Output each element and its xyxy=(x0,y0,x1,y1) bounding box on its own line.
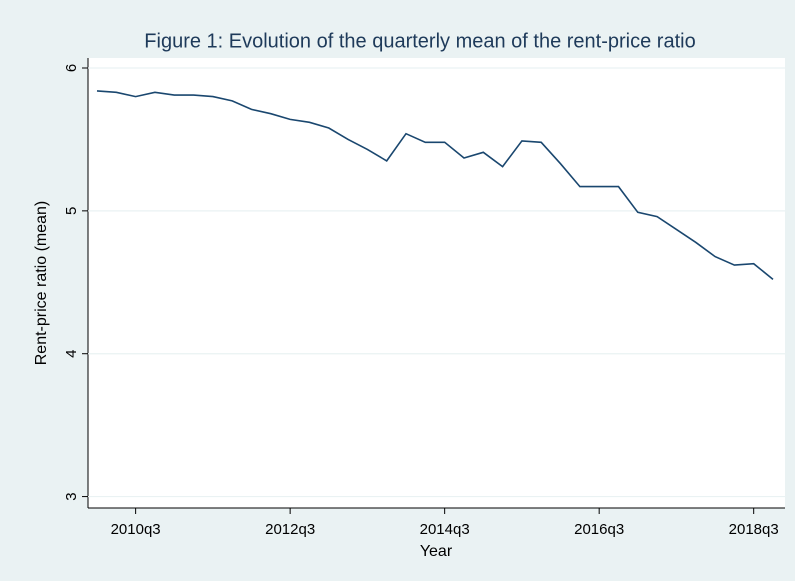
x-tick-label: 2014q3 xyxy=(420,521,470,538)
x-tick-label: 2016q3 xyxy=(574,521,624,538)
x-axis-title: Year xyxy=(420,543,453,560)
y-axis-title: Rent-price ratio (mean) xyxy=(33,201,50,366)
plot-area xyxy=(88,58,785,508)
x-tick-label: 2018q3 xyxy=(729,521,779,538)
data-line xyxy=(96,90,774,281)
y-tick-label: 4 xyxy=(63,350,80,358)
y-tick-label: 3 xyxy=(63,492,80,500)
y-tick-label: 5 xyxy=(63,207,80,215)
x-tick-label: 2010q3 xyxy=(111,521,161,538)
chart-title: Figure 1: Evolution of the quarterly mea… xyxy=(144,30,695,52)
y-tick-label: 6 xyxy=(63,64,80,72)
x-tick-label: 2012q3 xyxy=(265,521,315,538)
